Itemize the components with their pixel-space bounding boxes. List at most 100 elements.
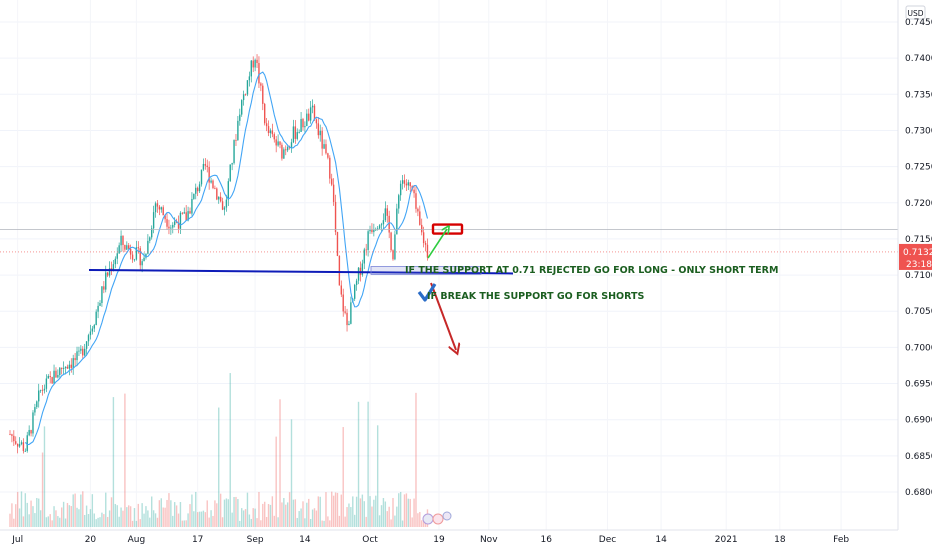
candle-body [380,224,383,226]
volume-bar [298,511,300,527]
y-tick-label: 0.70500 [905,307,932,317]
candle-body [89,331,92,336]
candle-body [91,328,94,332]
volume-bar [283,497,285,527]
volume-bar [390,519,392,527]
candle-body [256,59,258,64]
candle-body [373,229,375,233]
candle-body [129,248,132,255]
price-axis[interactable]: 0.74500 0.74000 0.73500 0.73000 0.72500 0.720… [905,18,932,498]
volume-bar [277,517,279,527]
candle-body [112,264,115,271]
candle-body [421,224,423,233]
volume-bar [85,505,88,527]
candle-body [13,435,15,442]
candle-body [151,228,153,238]
volume-bar [233,497,235,527]
volume-bar [110,497,113,527]
candle-body [93,325,95,329]
volume-bar [206,500,208,527]
y-tick-label: 0.73000 [905,126,932,136]
candle-body [51,377,53,384]
x-tick-label: 17 [192,535,203,545]
candle-body [348,323,350,326]
volume-bar [273,515,275,527]
short-arrow[interactable] [430,282,456,350]
candle-body [384,208,387,221]
volume-bar [129,506,132,527]
candle-body [68,364,71,369]
volume-bar [133,508,136,527]
volume-bar [361,494,364,527]
candle-body [409,182,411,187]
candle-body [62,368,65,369]
candle-body [382,220,385,225]
y-tick-label: 0.71500 [905,235,932,245]
currency-label: USD [907,9,923,18]
candle-body [39,389,42,391]
volume-bar [57,516,59,527]
candle-body [401,180,404,184]
volume-bar [122,510,124,527]
candle-body [156,203,159,207]
volume-bar [421,520,423,527]
volume-bar [89,509,92,527]
candle-body [106,272,109,276]
volume-bar [210,510,212,527]
volume-bar [275,436,277,527]
volume-bar [407,498,410,527]
candle-body [122,235,124,245]
volume-bar [49,514,51,527]
candle-body [279,141,281,145]
candle-body [342,294,344,312]
volume-bar [112,397,115,527]
candle-body [133,259,136,261]
candle-body [394,234,396,260]
volume-bar [369,496,371,527]
time-axis[interactable]: Jul 20 Aug 17 Sep 14 Oct 19 Nov 16 Dec 14 2021 18 Feb [11,535,849,545]
volume-bar [61,507,63,527]
candle-body [202,163,205,170]
volume-bar [248,514,251,527]
y-tick-label: 0.68500 [905,452,932,462]
candle-body [210,180,212,183]
candle-body [185,212,187,221]
volume-bar [411,517,413,527]
candle-body [219,196,222,202]
volume-bar [135,520,138,527]
candle-body [15,441,17,444]
candle-body [338,255,341,286]
volume-bar [87,514,90,527]
candle-body [254,59,256,68]
volume-bar [154,513,157,527]
volume-bar [371,506,373,527]
annotation-long: IF THE SUPPORT AT 0.71 REJECTED GO FOR L… [405,265,778,276]
candle-body [212,180,214,189]
volume-bar [80,494,82,527]
volume-bar [300,508,302,527]
candle-body [407,182,410,186]
volume-bar [336,492,339,527]
candle-body [72,358,74,368]
volume-bar [181,520,184,527]
long-arrow[interactable] [427,229,447,259]
volume-bar [141,503,143,527]
candle-body [41,389,44,391]
support-box[interactable] [370,266,482,275]
volume-bar [219,493,222,527]
candle-body [83,348,86,356]
volume-bar [288,492,291,527]
candle-body [413,189,415,194]
volume-bar [15,504,17,527]
candle-body [241,100,243,115]
volume-bar [419,511,421,527]
volume-bar [66,502,69,527]
candle-body [168,226,170,229]
volume-bar [145,506,147,527]
y-tick-label: 0.69500 [905,380,932,390]
y-tick-label: 0.74500 [905,18,932,28]
support-line[interactable] [88,268,514,275]
volume-bar [331,491,333,527]
volume-bar [399,491,402,527]
